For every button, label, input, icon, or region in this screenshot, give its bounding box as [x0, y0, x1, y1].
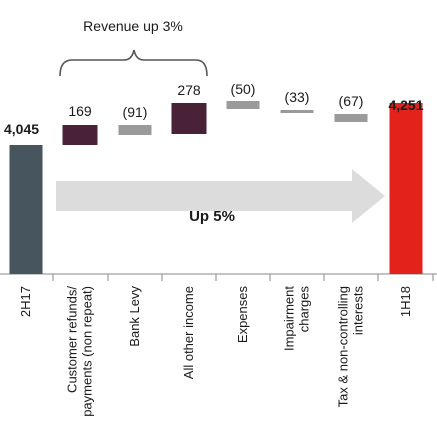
bar-2 — [62, 125, 98, 145]
bar-3 — [118, 125, 152, 135]
category-label-3: Bank Levy — [127, 286, 142, 347]
value-label-5: (50) — [231, 81, 256, 97]
category-label-7-line-2: interests — [351, 286, 366, 336]
category-label-6-line-1: Impairment — [282, 286, 297, 351]
value-label-7: (67) — [339, 93, 364, 109]
value-label-2: 169 — [68, 103, 92, 119]
category-label-1: 2H17 — [18, 286, 33, 317]
growth-arrow-label: Up 5% — [189, 208, 235, 225]
bar-8 — [389, 103, 423, 274]
value-label-1: 4,045 — [4, 121, 39, 137]
bar-6 — [280, 110, 314, 113]
bar-1 — [9, 145, 43, 274]
category-label-6-line-2: charges — [297, 286, 312, 333]
value-label-4: 278 — [177, 82, 201, 98]
growth-arrow — [56, 169, 385, 223]
category-label-5: Expenses — [235, 286, 250, 344]
value-label-6: (33) — [285, 89, 310, 105]
category-label-2-line-1: Customer refunds/ — [65, 286, 80, 393]
category-label-7-line-1: Tax & non-controlling — [336, 286, 351, 407]
revenue-bracket — [59, 49, 208, 77]
bar-7 — [334, 114, 368, 122]
revenue-bracket-label: Revenue up 3% — [83, 18, 183, 34]
value-label-3: (91) — [123, 104, 148, 120]
category-label-8: 1H18 — [398, 286, 413, 317]
category-label-2-line-2: payments (non repeat) — [80, 286, 95, 417]
bar-4 — [171, 103, 207, 134]
value-label-8: 4,251 — [388, 97, 423, 113]
category-label-4: All other income — [181, 286, 196, 379]
bar-5 — [226, 101, 260, 109]
